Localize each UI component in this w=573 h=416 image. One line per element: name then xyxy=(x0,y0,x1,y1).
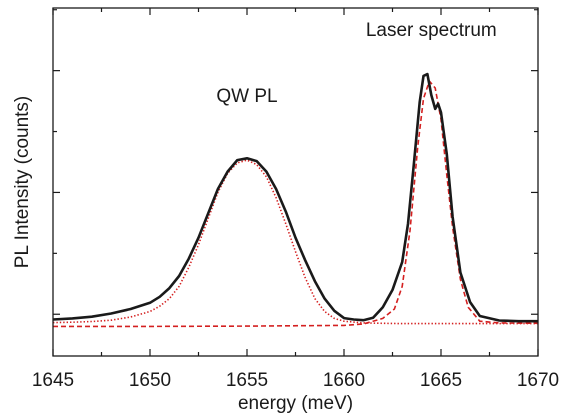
plot-frame xyxy=(52,7,539,357)
series-line-dashed xyxy=(53,80,539,328)
x-tick-label: 1645 xyxy=(32,370,74,391)
x-tick-label: 1670 xyxy=(517,370,559,391)
x-tick-label: 1650 xyxy=(129,370,171,391)
x-tick-label: 1665 xyxy=(420,370,462,391)
x-axis-title: energy (meV) xyxy=(238,393,353,414)
series-layer xyxy=(52,72,539,328)
x-tick-label: 1655 xyxy=(226,370,268,391)
series-line-dotted xyxy=(52,159,538,325)
annotation-laser-spectrum: Laser spectrum xyxy=(366,20,497,41)
ticks-layer: 1645 1650 1655 1660 1665 1670 xyxy=(32,8,559,391)
x-tick-label: 1660 xyxy=(323,370,365,391)
annotation-qw-pl: QW PL xyxy=(216,86,277,107)
series-line-solid xyxy=(52,72,538,323)
y-axis-title: PL Intensity (counts) xyxy=(12,96,33,268)
